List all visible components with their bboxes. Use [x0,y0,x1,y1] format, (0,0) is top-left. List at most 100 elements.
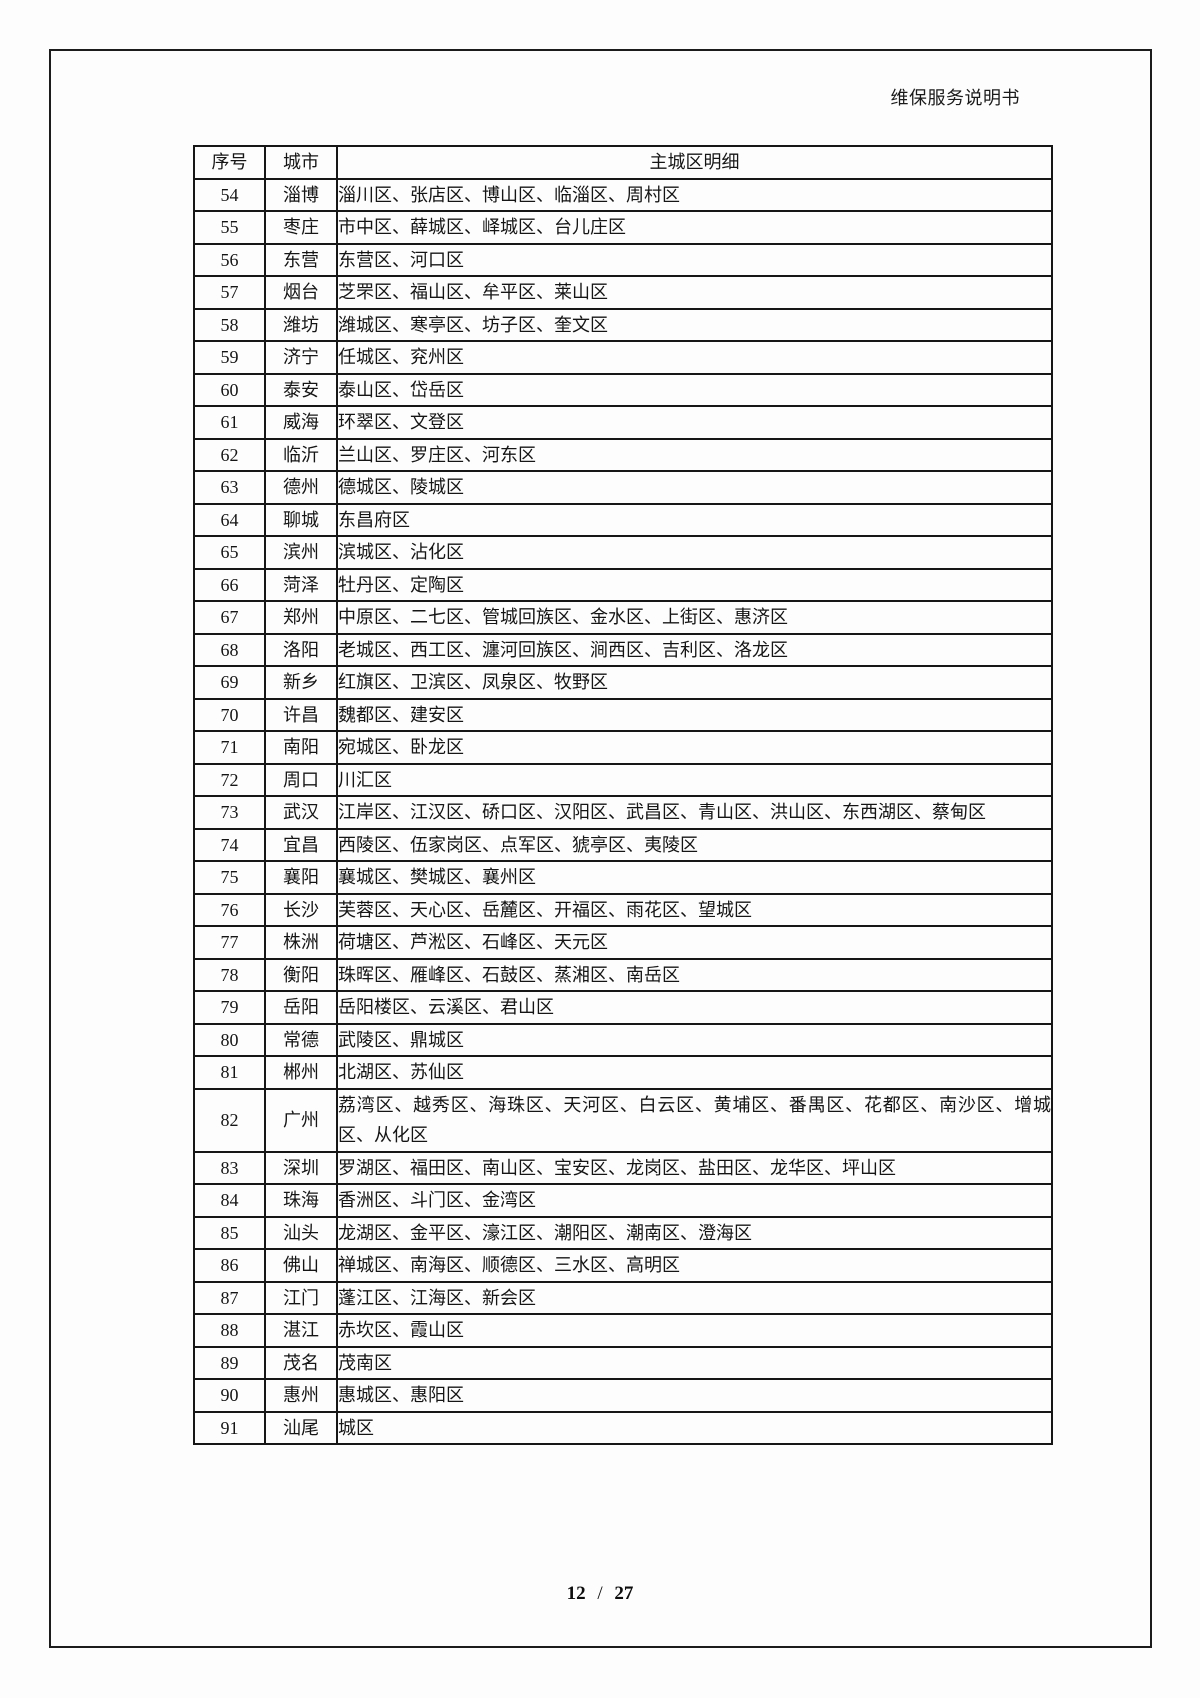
column-header-city: 城市 [264,145,338,180]
row-no-cell: 63 [193,470,266,505]
districts-cell: 德城区、陵城区 [336,470,1053,505]
city-cell: 广州 [264,1087,338,1153]
city-cell: 江门 [264,1280,338,1315]
table-row: 75 襄阳 襄城区、樊城区、襄州区 [193,860,1053,895]
table-row: 57 烟台 芝罘区、福山区、牟平区、莱山区 [193,275,1053,310]
city-cell: 菏泽 [264,567,338,602]
districts-cell: 芝罘区、福山区、牟平区、莱山区 [336,275,1053,310]
table-row: 65 滨州 滨城区、沾化区 [193,535,1053,570]
table-row: 67 郑州 中原区、二七区、管城回族区、金水区、上街区、惠济区 [193,600,1053,635]
districts-cell: 罗湖区、福田区、南山区、宝安区、龙岗区、盐田区、龙华区、坪山区 [336,1150,1053,1185]
districts-cell: 荷塘区、芦淞区、石峰区、天元区 [336,925,1053,960]
row-no-cell: 85 [193,1215,266,1250]
table-row: 62 临沂 兰山区、罗庄区、河东区 [193,437,1053,472]
city-cell: 许昌 [264,697,338,732]
table-row: 56 东营 东营区、河口区 [193,242,1053,277]
table-row: 77 株洲 荷塘区、芦淞区、石峰区、天元区 [193,925,1053,960]
districts-cell: 东营区、河口区 [336,242,1053,277]
city-cell: 常德 [264,1022,338,1057]
city-cell: 滨州 [264,535,338,570]
city-cell: 泰安 [264,372,338,407]
table-row: 59 济宁 任城区、兖州区 [193,340,1053,375]
page-number: 12 / 27 [0,1583,1200,1605]
table-row: 82 广州 荔湾区、越秀区、海珠区、天河区、白云区、黄埔区、番禺区、花都区、南沙… [193,1087,1053,1153]
table-row: 61 威海 环翠区、文登区 [193,405,1053,440]
row-no-cell: 80 [193,1022,266,1057]
districts-cell: 市中区、薛城区、峄城区、台儿庄区 [336,210,1053,245]
table-row: 55 枣庄 市中区、薛城区、峄城区、台儿庄区 [193,210,1053,245]
table-row: 79 岳阳 岳阳楼区、云溪区、君山区 [193,990,1053,1025]
row-no-cell: 68 [193,632,266,667]
city-cell: 威海 [264,405,338,440]
districts-cell: 蓬江区、江海区、新会区 [336,1280,1053,1315]
city-cell: 宜昌 [264,827,338,862]
table-header-row: 序号 城市 主城区明细 [193,145,1053,180]
page-number-current: 12 [566,1583,586,1604]
districts-cell: 牡丹区、定陶区 [336,567,1053,602]
row-no-cell: 74 [193,827,266,862]
city-cell: 聊城 [264,502,338,537]
table-row: 83 深圳 罗湖区、福田区、南山区、宝安区、龙岗区、盐田区、龙华区、坪山区 [193,1150,1053,1185]
row-no-cell: 83 [193,1150,266,1185]
city-cell: 临沂 [264,437,338,472]
row-no-cell: 56 [193,242,266,277]
row-no-cell: 60 [193,372,266,407]
city-cell: 珠海 [264,1183,338,1218]
districts-cell: 岳阳楼区、云溪区、君山区 [336,990,1053,1025]
districts-cell: 泰山区、岱岳区 [336,372,1053,407]
column-header-districts: 主城区明细 [336,145,1053,180]
table-row: 80 常德 武陵区、鼎城区 [193,1022,1053,1057]
table-row: 72 周口 川汇区 [193,762,1053,797]
row-no-cell: 90 [193,1378,266,1413]
city-cell: 东营 [264,242,338,277]
row-no-cell: 87 [193,1280,266,1315]
table-row: 66 菏泽 牡丹区、定陶区 [193,567,1053,602]
districts-cell: 香洲区、斗门区、金湾区 [336,1183,1053,1218]
districts-cell: 淄川区、张店区、博山区、临淄区、周村区 [336,177,1053,212]
table-body: 54 淄博 淄川区、张店区、博山区、临淄区、周村区 55 枣庄 市中区、薛城区、… [193,177,1053,1445]
row-no-cell: 76 [193,892,266,927]
table-row: 90 惠州 惠城区、惠阳区 [193,1378,1053,1413]
row-no-cell: 75 [193,860,266,895]
row-no-cell: 54 [193,177,266,212]
districts-cell: 襄城区、樊城区、襄州区 [336,860,1053,895]
row-no-cell: 57 [193,275,266,310]
row-no-cell: 72 [193,762,266,797]
districts-cell: 赤坎区、霞山区 [336,1313,1053,1348]
table-row: 85 汕头 龙湖区、金平区、濠江区、潮阳区、潮南区、澄海区 [193,1215,1053,1250]
row-no-cell: 88 [193,1313,266,1348]
page-border-frame [49,49,1152,1648]
table-row: 91 汕尾 城区 [193,1410,1053,1445]
districts-cell: 珠晖区、雁峰区、石鼓区、蒸湘区、南岳区 [336,957,1053,992]
row-no-cell: 67 [193,600,266,635]
city-cell: 烟台 [264,275,338,310]
districts-cell: 禅城区、南海区、顺德区、三水区、高明区 [336,1248,1053,1283]
city-districts-table: 序号 城市 主城区明细 54 淄博 淄川区、张店区、博山区、临淄区、周村区 55… [193,145,1053,1445]
row-no-cell: 84 [193,1183,266,1218]
city-cell: 汕头 [264,1215,338,1250]
row-no-cell: 89 [193,1345,266,1380]
row-no-cell: 69 [193,665,266,700]
city-cell: 潍坊 [264,307,338,342]
city-cell: 株洲 [264,925,338,960]
districts-cell: 武陵区、鼎城区 [336,1022,1053,1057]
city-cell: 枣庄 [264,210,338,245]
city-cell: 德州 [264,470,338,505]
row-no-cell: 79 [193,990,266,1025]
row-no-cell: 81 [193,1055,266,1090]
city-cell: 襄阳 [264,860,338,895]
table-row: 74 宜昌 西陵区、伍家岗区、点军区、猇亭区、夷陵区 [193,827,1053,862]
city-cell: 衡阳 [264,957,338,992]
city-cell: 郑州 [264,600,338,635]
districts-cell: 环翠区、文登区 [336,405,1053,440]
table-row: 78 衡阳 珠晖区、雁峰区、石鼓区、蒸湘区、南岳区 [193,957,1053,992]
table-row: 60 泰安 泰山区、岱岳区 [193,372,1053,407]
row-no-cell: 71 [193,730,266,765]
row-no-cell: 62 [193,437,266,472]
districts-cell: 魏都区、建安区 [336,697,1053,732]
row-no-cell: 61 [193,405,266,440]
districts-cell: 滨城区、沾化区 [336,535,1053,570]
districts-cell: 红旗区、卫滨区、凤泉区、牧野区 [336,665,1053,700]
table-row: 68 洛阳 老城区、西工区、瀍河回族区、涧西区、吉利区、洛龙区 [193,632,1053,667]
